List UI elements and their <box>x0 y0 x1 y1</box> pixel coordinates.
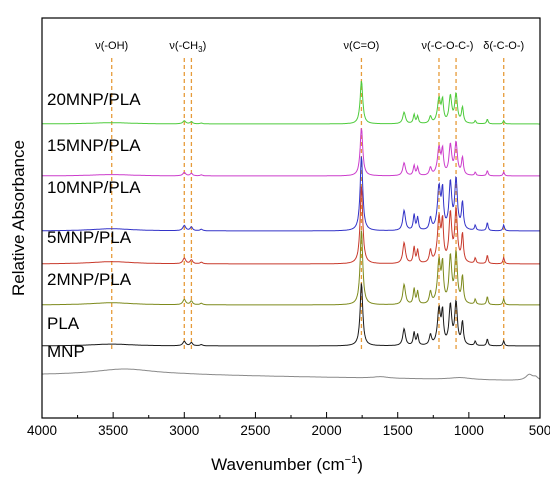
series-label: PLA <box>47 314 80 333</box>
series-label: MNP <box>47 342 85 361</box>
x-tick-label: 1500 <box>383 423 413 438</box>
series-label: 5MNP/PLA <box>47 228 132 247</box>
series-line <box>42 368 541 381</box>
series-label: 20MNP/PLA <box>47 90 141 109</box>
annotation-label: ν(-OH) <box>95 40 128 52</box>
x-tick-label: 500 <box>529 423 550 438</box>
x-tick-label: 2500 <box>240 423 270 438</box>
series-15mnp-pla: 15MNP/PLA <box>42 128 540 177</box>
series-mnp: MNP <box>42 342 541 381</box>
x-tick-label: 2000 <box>312 423 342 438</box>
tick-layer: 4000 3500 3000 2500 2000 1500 1000 500 <box>27 412 550 438</box>
annotation-label: ν(-CH3) <box>169 40 206 54</box>
plot-frame <box>41 17 541 419</box>
annotation-label: δ(-C-O-) <box>483 40 524 52</box>
series-layer: 20MNP/PLA 15MNP/PLA 10MNP/PLA 5MNP/PLA 2MNP/… <box>42 80 541 381</box>
series-line <box>42 156 540 232</box>
series-10mnp-pla: 10MNP/PLA <box>42 156 540 232</box>
series-label: 2MNP/PLA <box>47 270 132 289</box>
annotation-label: ν(C=O) <box>344 40 380 52</box>
annotation-label: ν(-C-O-C-) <box>422 40 474 52</box>
series-line <box>42 128 540 177</box>
x-tick-label: 1000 <box>454 423 484 438</box>
series-line <box>42 80 540 125</box>
series-5mnp-pla: 5MNP/PLA <box>42 186 540 265</box>
series-label: 15MNP/PLA <box>47 136 141 155</box>
series-20mnp-pla: 20MNP/PLA <box>42 80 540 125</box>
y-axis-title: Relative Absorbance <box>9 140 28 296</box>
annotation-layer: ν(-OH) ν(-CH3) ν(C=O) ν(-C-O-C-) δ(-C-O-) <box>95 40 524 352</box>
x-tick-label: 4000 <box>27 423 57 438</box>
x-tick-label: 3000 <box>169 423 199 438</box>
series-2mnp-pla: 2MNP/PLA <box>42 230 540 306</box>
series-line <box>42 283 540 347</box>
x-tick-label: 3500 <box>98 423 128 438</box>
x-axis-title: Wavenumber (cm−1) <box>211 454 363 474</box>
series-line <box>42 230 540 306</box>
series-pla: PLA <box>42 283 540 347</box>
series-label: 10MNP/PLA <box>47 178 141 197</box>
series-line <box>42 186 540 265</box>
